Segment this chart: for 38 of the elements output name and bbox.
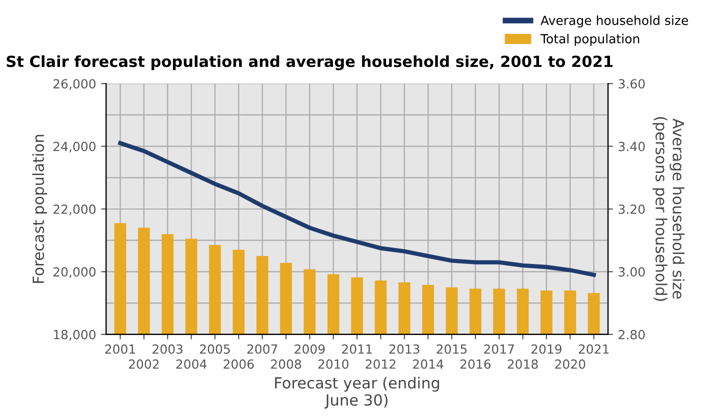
- x-tick-label: 2018: [508, 359, 538, 369]
- x-tick-label: 2002: [128, 359, 159, 369]
- x-tick-label: 2001: [105, 344, 136, 354]
- x-tick-label: 2010: [318, 359, 348, 369]
- x-tick-label: 2019: [531, 344, 562, 354]
- x-tick-label: 2013: [389, 344, 420, 354]
- y-tick-label: 18,000: [54, 330, 96, 341]
- x-tick-label: 2021: [578, 344, 609, 354]
- y2-tick-label: 3.60: [618, 79, 645, 89]
- y-tick-label: 26,000: [54, 79, 96, 90]
- y-tick-label: 24,000: [54, 142, 96, 152]
- x-axis-title: Forecast year (ending June 30): [275, 376, 440, 409]
- x-tick-label: 2005: [200, 344, 230, 354]
- x-tick-label: 2009: [294, 344, 325, 354]
- y-tick-label: 22,000: [54, 204, 96, 216]
- x-tick-label: 2017: [484, 344, 514, 354]
- x-tick-label: 2003: [152, 344, 183, 354]
- y2-axis-title: Average household size (persons per household): [652, 117, 684, 301]
- y2-tick-label: 3.00: [618, 267, 645, 277]
- y2-tick-label: 3.40: [618, 142, 645, 152]
- x-tick-label: 2015: [436, 344, 467, 354]
- y-axis-title: Forecast population: [32, 134, 48, 283]
- x-tick-label: 2004: [176, 359, 206, 369]
- legend-label: Average household size: [540, 15, 688, 28]
- legend-label: Total population: [540, 34, 640, 46]
- x-tick-label: 2007: [247, 344, 278, 354]
- y2-tick-label: 3.20: [618, 204, 645, 214]
- x-tick-label: 2012: [366, 359, 396, 369]
- y2-tick-label: 2.80: [618, 330, 645, 340]
- x-tick-label: 2011: [342, 344, 372, 354]
- x-tick-label: 2014: [413, 359, 444, 369]
- x-tick-label: 2006: [224, 359, 254, 369]
- chart-title: St Clair forecast population and average household size, 2001 to 2021: [6, 55, 613, 70]
- x-tick-label: 2016: [460, 359, 491, 369]
- y-tick-label: 20,000: [54, 267, 96, 278]
- x-tick-label: 2008: [271, 359, 302, 369]
- line-series: [118, 141, 596, 277]
- x-tick-label: 2020: [555, 359, 586, 369]
